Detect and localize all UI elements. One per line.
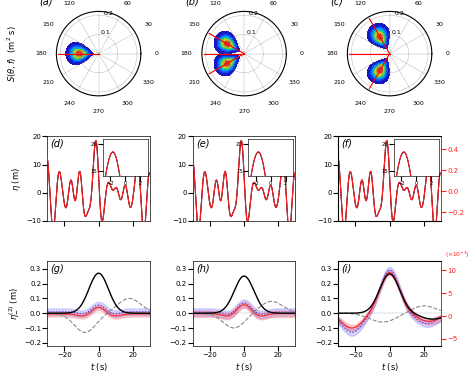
Y-axis label: $\eta$ (m): $\eta$ (m) — [10, 166, 24, 191]
X-axis label: $t$ (s): $t$ (s) — [235, 361, 253, 373]
Text: ($\times 10^{-3}$): ($\times 10^{-3}$) — [445, 249, 470, 260]
Text: (b): (b) — [185, 0, 199, 7]
Text: (e): (e) — [196, 139, 210, 149]
Text: (g): (g) — [50, 264, 64, 274]
X-axis label: $t$ (s): $t$ (s) — [90, 361, 108, 373]
X-axis label: $t$ (s): $t$ (s) — [381, 361, 399, 373]
Y-axis label: $\eta_{-}^{(2)}$ (m): $\eta_{-}^{(2)}$ (m) — [8, 287, 21, 320]
Text: (i): (i) — [341, 264, 352, 274]
Text: (a): (a) — [39, 0, 53, 7]
Text: (f): (f) — [341, 139, 352, 149]
Text: (d): (d) — [50, 139, 64, 149]
Text: (h): (h) — [196, 264, 210, 274]
Text: $S(\theta, f)$  (m$^2$ s): $S(\theta, f)$ (m$^2$ s) — [6, 25, 19, 81]
Text: (c): (c) — [330, 0, 343, 7]
